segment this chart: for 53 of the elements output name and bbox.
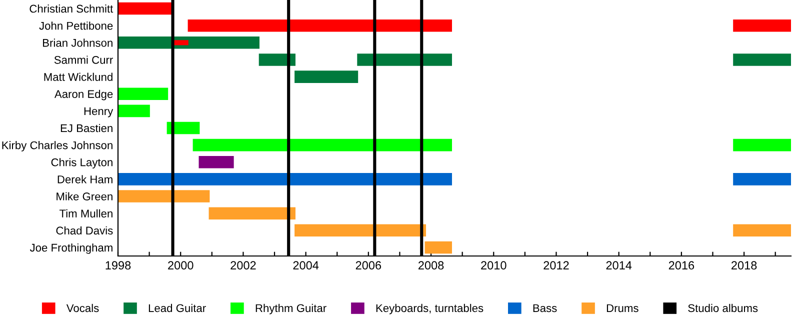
- y-tick-label: Chris Layton: [51, 158, 112, 168]
- legend-label: Rhythm Guitar: [256, 304, 326, 314]
- bar: [733, 138, 791, 152]
- bar: [294, 70, 358, 83]
- y-tick-label: Christian Schmitt: [30, 4, 114, 13]
- bar: [258, 54, 296, 66]
- x-tick-label: 2002: [230, 261, 256, 270]
- bar: [118, 36, 260, 49]
- bar: [733, 19, 791, 32]
- y-tick-label: Mike Green: [56, 192, 112, 200]
- x-tick-label: 2008: [418, 261, 444, 270]
- bar: [733, 54, 791, 66]
- bar: [118, 190, 210, 202]
- bar: [118, 88, 168, 100]
- x-tick-label: 2000: [168, 261, 194, 270]
- x-tick-label: 2004: [293, 261, 319, 270]
- legend-label: Bass: [533, 304, 557, 312]
- x-tick-label: 2014: [606, 261, 632, 270]
- y-tick-label: Tim Mullen: [59, 209, 112, 218]
- x-tick-label: 2012: [544, 261, 569, 270]
- y-tick-label: Brian Johnson: [43, 38, 112, 47]
- bar: [208, 207, 296, 220]
- x-tick-label: 2016: [668, 261, 694, 270]
- legend-label: Keyboards, turntables: [376, 304, 484, 314]
- bar: [118, 173, 452, 186]
- bar: [733, 224, 791, 237]
- bar: [188, 19, 452, 32]
- y-tick-label: Kirby Charles Johnson: [2, 141, 112, 152]
- y-tick-label: Joe Frothingham: [30, 243, 112, 254]
- legend-label: Vocals: [66, 304, 99, 312]
- legend-label: Studio albums: [688, 304, 758, 312]
- bar: [192, 138, 452, 152]
- x-tick-label: 2010: [481, 261, 506, 270]
- bar: [198, 156, 234, 168]
- y-tick-label: Matt Wicklund: [44, 72, 112, 81]
- bar: [424, 241, 452, 254]
- y-tick-label: Sammi Curr: [54, 56, 113, 64]
- bar: [733, 173, 791, 186]
- legend-label: Lead Guitar: [148, 304, 206, 312]
- y-tick-label: EJ Bastien: [60, 124, 112, 132]
- x-tick-label: 1998: [106, 261, 131, 270]
- y-tick-label: Henry: [84, 107, 114, 118]
- x-tick-label: 2018: [732, 261, 757, 270]
- y-tick-label: Aaron Edge: [54, 90, 113, 100]
- x-tick-label: 2006: [356, 261, 382, 270]
- y-tick-label: John Pettibone: [39, 22, 113, 30]
- bar: [357, 54, 452, 66]
- y-tick-label: Derek Ham: [58, 175, 112, 184]
- y-tick-label: Chad Davis: [56, 226, 113, 235]
- bar: [118, 104, 150, 118]
- legend-label: Drums: [606, 304, 638, 312]
- bar: [118, 2, 173, 15]
- bar: [294, 224, 426, 237]
